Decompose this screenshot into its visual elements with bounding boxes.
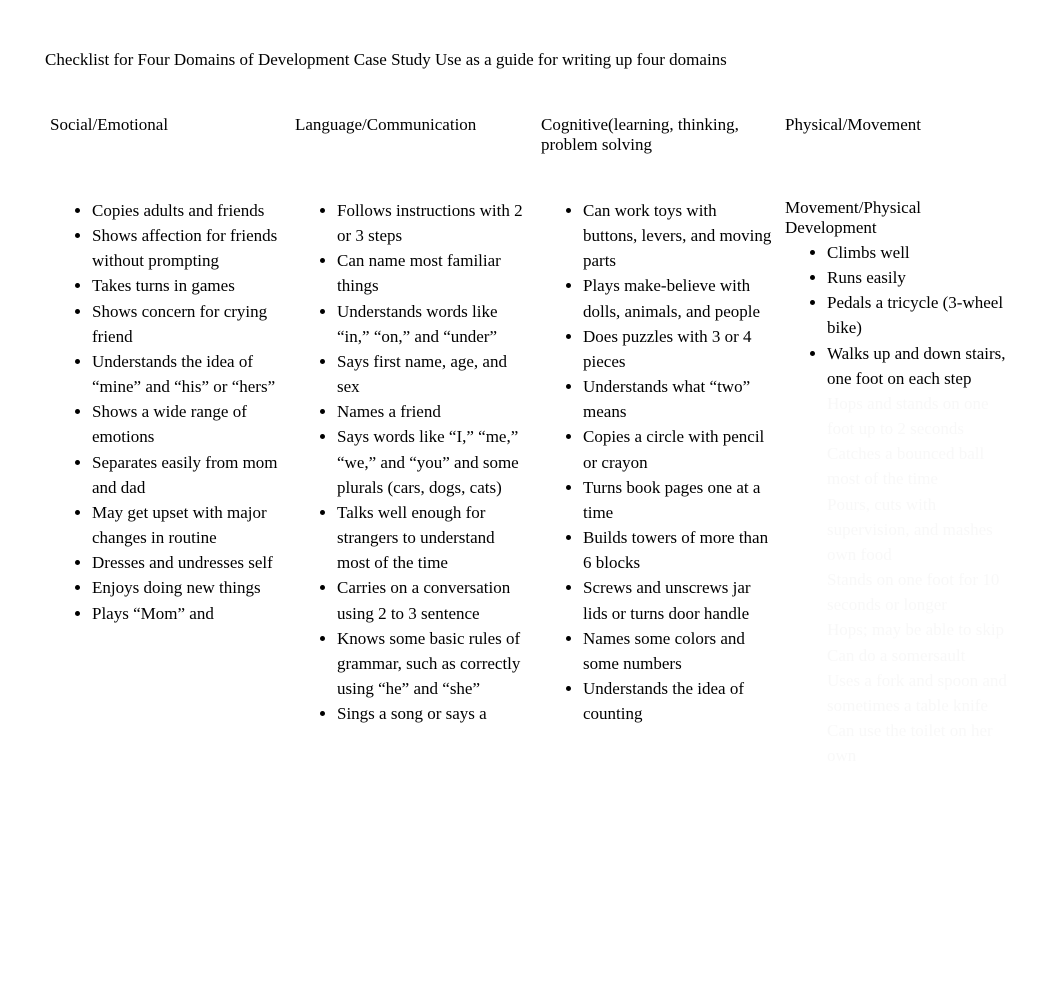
list-item: Pours, cuts with supervision, and mashes…: [827, 492, 1015, 567]
list-item: Turns book pages one at a time: [583, 475, 775, 525]
domain-cognitive: Cognitive(learning, thinking, problem so…: [536, 115, 780, 773]
list-item: Walks up and down stairs, one foot on ea…: [827, 341, 1015, 391]
list-item: Understands the idea of “mine” and “his”…: [92, 349, 285, 399]
list-item: Dresses and undresses self: [92, 550, 285, 575]
list-item: Understands what “two” means: [583, 374, 775, 424]
domain-language-communication: Language/Communication Follows instructi…: [290, 115, 536, 773]
list-item: Can use the toilet on her own: [827, 718, 1015, 768]
list-item: Sings a song or says a: [337, 701, 531, 726]
list-item: Plays “Mom” and: [92, 601, 285, 626]
list-item: Can do a somersault: [827, 643, 1015, 668]
list-item: Can work toys with buttons, levers, and …: [583, 198, 775, 273]
list-item: Follows instructions with 2 or 3 steps: [337, 198, 531, 248]
list-item: Pedals a tricycle (3-wheel bike): [827, 290, 1015, 340]
list-item: Hops and stands on one foot up to 2 seco…: [827, 391, 1015, 441]
list-item: Runs easily: [827, 265, 1015, 290]
checklist: Copies adults and friends Shows affectio…: [50, 198, 285, 626]
page-title: Checklist for Four Domains of Developmen…: [45, 50, 1017, 70]
list-item: Screws and unscrews jar lids or turns do…: [583, 575, 775, 625]
list-item: Names some colors and some numbers: [583, 626, 775, 676]
list-item: Can name most familiar things: [337, 248, 531, 298]
list-item: Shows a wide range of emotions: [92, 399, 285, 449]
list-item: Knows some basic rules of grammar, such …: [337, 626, 531, 701]
list-item: Shows concern for crying friend: [92, 299, 285, 349]
list-item: Builds towers of more than 6 blocks: [583, 525, 775, 575]
list-item: Says first name, age, and sex: [337, 349, 531, 399]
list-item: Understands words like “in,” “on,” and “…: [337, 299, 531, 349]
list-item: Climbs well: [827, 240, 1015, 265]
faded-checklist: Hops and stands on one foot up to 2 seco…: [785, 391, 1015, 773]
checklist: Climbs well Runs easily Pedals a tricycl…: [785, 240, 1015, 391]
list-item: Swings and climbs: [827, 768, 1015, 773]
list-item: Does puzzles with 3 or 4 pieces: [583, 324, 775, 374]
list-item: Says words like “I,” “me,” “we,” and “yo…: [337, 424, 531, 499]
list-item: May get upset with major changes in rout…: [92, 500, 285, 550]
list-item: Understands the idea of counting: [583, 676, 775, 726]
list-item: Catches a bounced ball most of the time: [827, 441, 1015, 491]
list-item: Hops; may be able to skip: [827, 617, 1015, 642]
list-item: Names a friend: [337, 399, 531, 424]
list-item: Copies a circle with pencil or crayon: [583, 424, 775, 474]
list-item: Copies adults and friends: [92, 198, 285, 223]
column-header: Physical/Movement: [785, 115, 1015, 163]
checklist: Can work toys with buttons, levers, and …: [541, 198, 775, 726]
list-item: Separates easily from mom and dad: [92, 450, 285, 500]
domain-social-emotional: Social/Emotional Copies adults and frien…: [45, 115, 290, 773]
domains-table: Social/Emotional Copies adults and frien…: [45, 115, 1017, 773]
list-item: Shows affection for friends without prom…: [92, 223, 285, 273]
list-item: Plays make-believe with dolls, animals, …: [583, 273, 775, 323]
column-header: Social/Emotional: [50, 115, 285, 163]
list-item: Uses a fork and spoon and sometimes a ta…: [827, 668, 1015, 718]
checklist: Follows instructions with 2 or 3 steps C…: [295, 198, 531, 726]
list-item: Carries on a conversation using 2 to 3 s…: [337, 575, 531, 625]
subheading: Movement/Physical Development: [785, 198, 1015, 238]
column-header: Language/Communication: [295, 115, 531, 163]
list-item: Talks well enough for strangers to under…: [337, 500, 531, 575]
list-item: Takes turns in games: [92, 273, 285, 298]
list-item: Stands on one foot for 10 seconds or lon…: [827, 567, 1015, 617]
list-item: Enjoys doing new things: [92, 575, 285, 600]
column-header: Cognitive(learning, thinking, problem so…: [541, 115, 775, 163]
domain-physical-movement: Physical/Movement Movement/Physical Deve…: [780, 115, 1020, 773]
